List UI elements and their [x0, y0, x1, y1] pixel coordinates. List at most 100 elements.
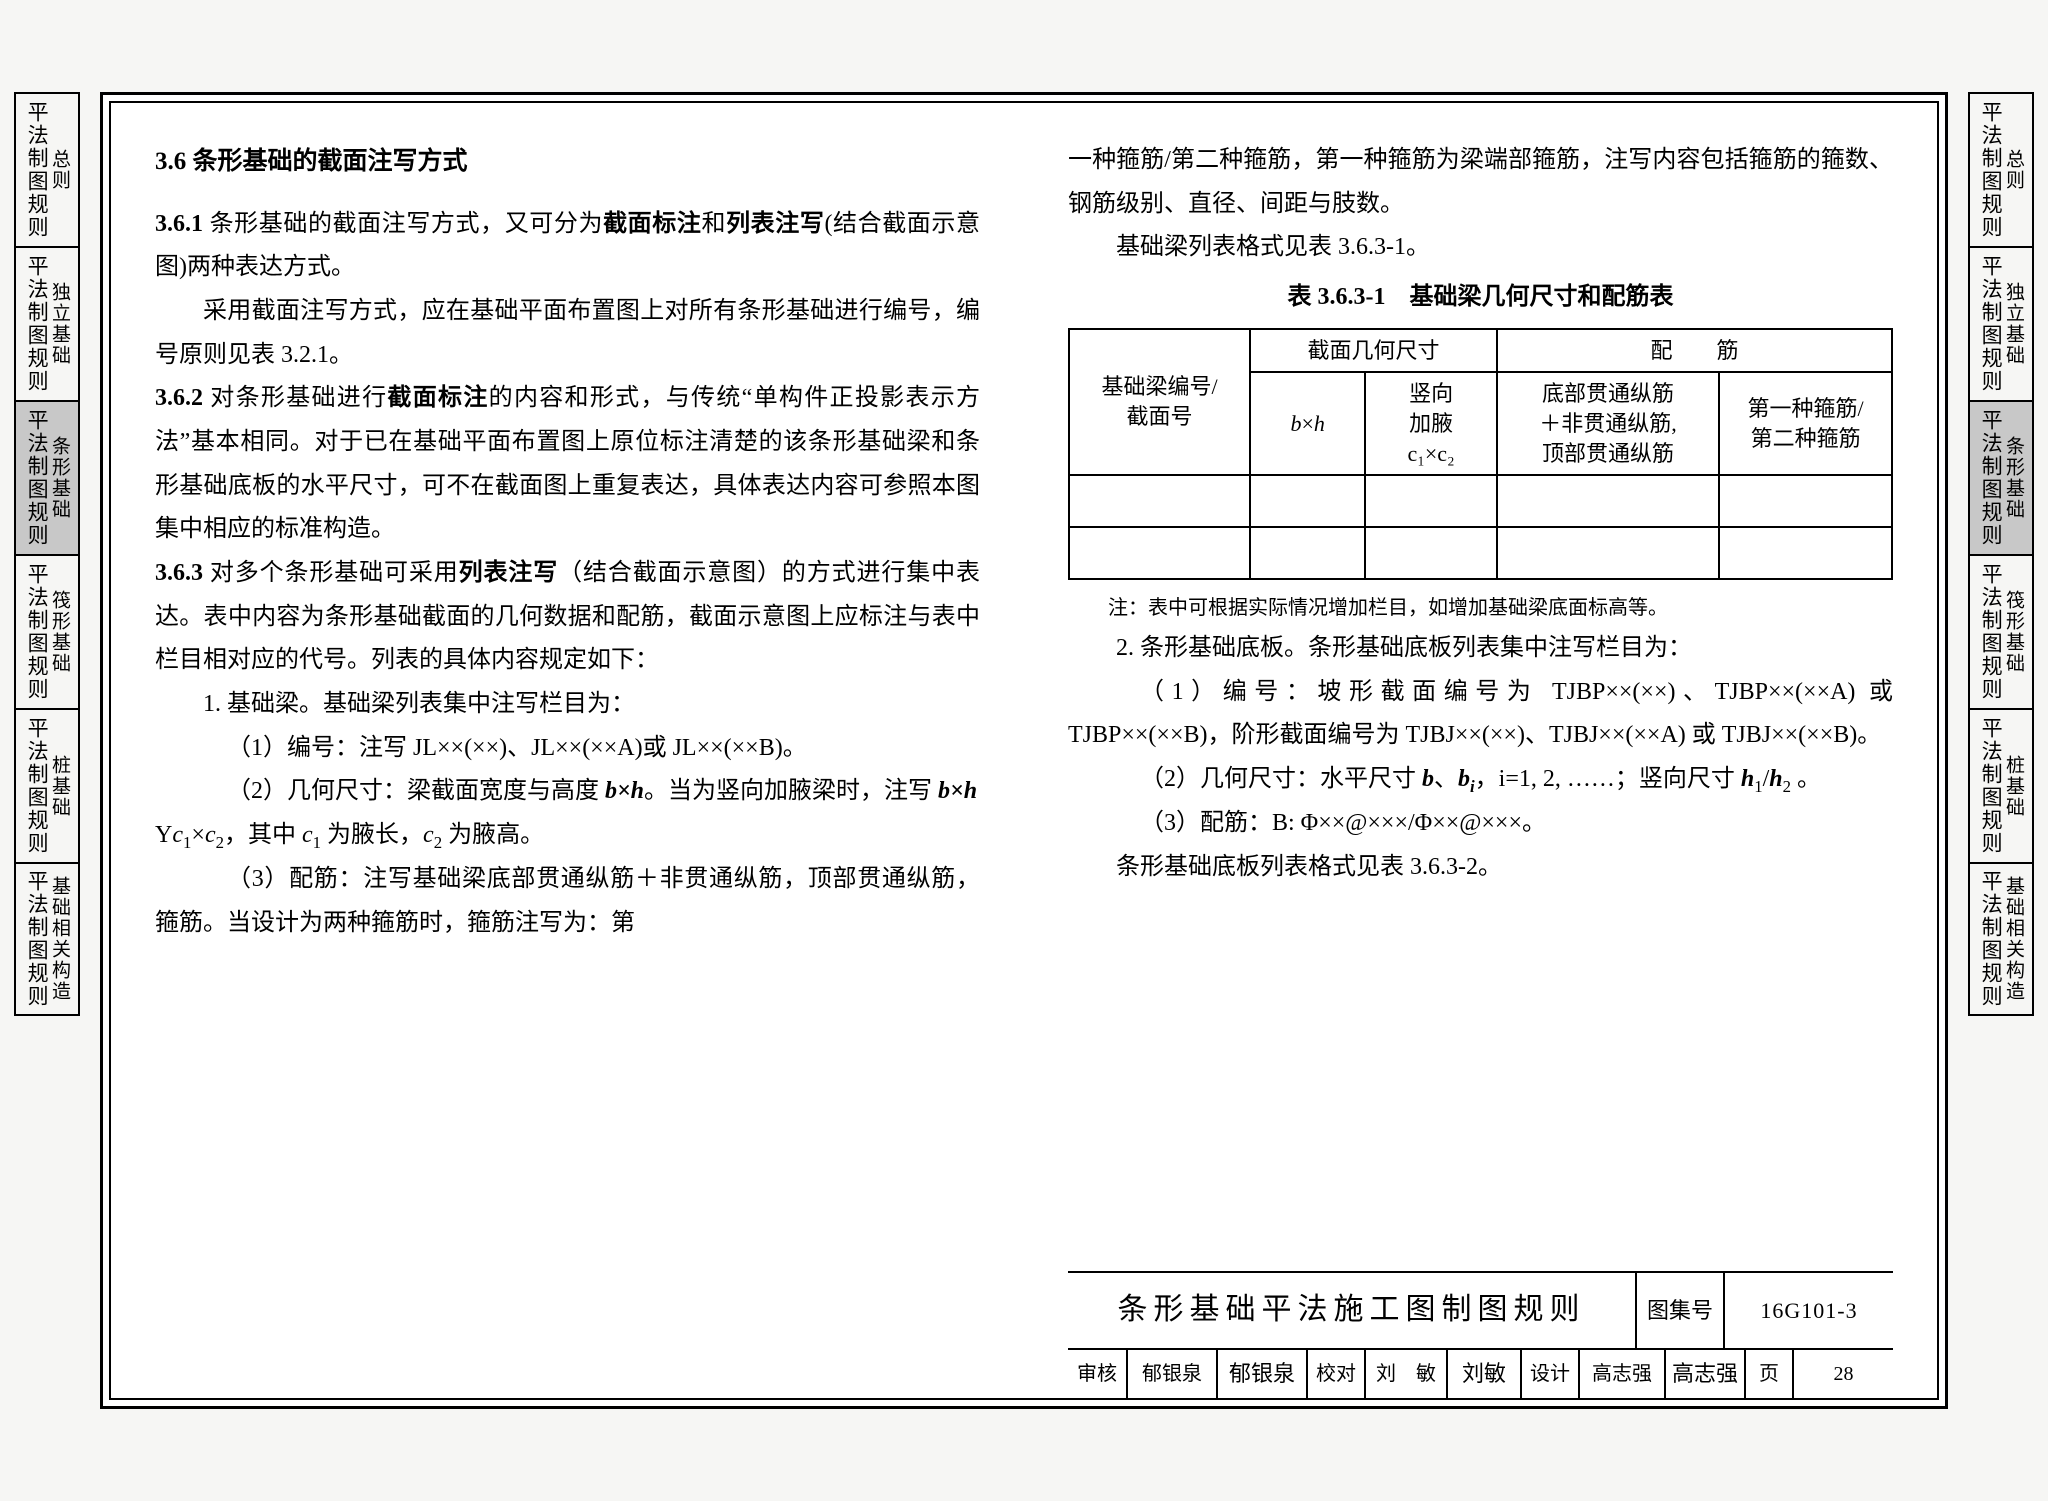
tab-桩基础[interactable]: 平法制图规则桩基础 [14, 708, 80, 862]
tabs-left: 平法制图规则总则平法制图规则独立基础平法制图规则条形基础平法制图规则筏形基础平法… [14, 92, 80, 1016]
th-long: 底部贯通纵筋＋非贯通纵筋,顶部贯通纵筋 [1497, 372, 1719, 475]
tab-label-rule: 平法制图规则 [1979, 248, 2002, 400]
col-left: 3.6 条形基础的截面注写方式 3.6.1 条形基础的截面注写方式，又可分为截面… [111, 103, 1024, 1398]
tab-label-section: 独立基础 [2002, 248, 2023, 400]
b2: 列表注写 [726, 211, 824, 237]
li-1: 1. 基础梁。基础梁列表集中注写栏目为： [155, 683, 980, 727]
h2: h [1769, 766, 1782, 792]
para-see: 基础梁列表格式见表 3.6.3-1。 [1068, 226, 1893, 270]
t: （2）几何尺寸：梁截面宽度与高度 [227, 778, 605, 804]
tab-基础相关构造[interactable]: 平法制图规则基础相关构造 [14, 862, 80, 1016]
tab-label-section: 桩基础 [48, 710, 69, 862]
tab-筏形基础[interactable]: 平法制图规则筏形基础 [14, 554, 80, 708]
sig3: 高志强 [1664, 1350, 1744, 1398]
tabs-right: 平法制图规则总则平法制图规则独立基础平法制图规则条形基础平法制图规则筏形基础平法… [1968, 92, 2034, 1016]
th-rowcol: 基础梁编号/截面号 [1069, 329, 1250, 476]
t: 对多个条形基础可采用 [203, 560, 459, 586]
li-1-1: （1）编号：注写 JL××(××)、JL××(××A)或 JL××(××B)。 [155, 727, 980, 771]
tab-label-rule: 平法制图规则 [1979, 94, 2002, 246]
tab-label-rule: 平法制图规则 [1979, 710, 2002, 862]
b: b [1422, 766, 1434, 792]
tab-条形基础[interactable]: 平法制图规则条形基础 [14, 400, 80, 554]
v3: 高志强 [1578, 1350, 1664, 1398]
col-right-body: 一种箍筋/第二种箍筋，第一种箍筋为梁端部箍筋，注写内容包括箍筋的箍数、钢筋级别、… [1068, 139, 1893, 1271]
t: 。当为竖向加腋梁时，注写 [644, 778, 938, 804]
page-root: 平法制图规则总则平法制图规则独立基础平法制图规则条形基础平法制图规则筏形基础平法… [0, 0, 2048, 1501]
li-1-3: （3）配筋：注写基础梁底部贯通纵筋＋非贯通纵筋，顶部贯通纵筋，箍筋。当设计为两种… [155, 858, 980, 945]
sheet-frame: 3.6 条形基础的截面注写方式 3.6.1 条形基础的截面注写方式，又可分为截面… [100, 92, 1948, 1409]
c2: c [205, 822, 216, 848]
th-stir: 第一种箍筋/第二种箍筋 [1719, 372, 1892, 475]
b1: 截面标注 [603, 211, 701, 237]
tab-label-rule: 平法制图规则 [25, 248, 48, 400]
th-bh: b×h [1250, 372, 1365, 475]
title-block: 条形基础平法施工图制图规则 图集号 16G101-3 审核 郁银泉 郁银泉 校对… [1068, 1271, 1893, 1398]
tab-label-rule: 平法制图规则 [25, 864, 48, 1014]
th-rebar: 配 筋 [1497, 329, 1892, 373]
tab-总则[interactable]: 平法制图规则总则 [14, 92, 80, 246]
set-label: 图集号 [1635, 1273, 1723, 1348]
table-title: 表 3.6.3-1 基础梁几何尺寸和配筋表 [1068, 276, 1893, 320]
c2b: c [423, 822, 434, 848]
bxh2: b×h [938, 778, 977, 804]
tab-基础相关构造[interactable]: 平法制图规则基础相关构造 [1968, 862, 2034, 1016]
page-number: 28 [1792, 1350, 1893, 1398]
t: ，i=1, 2, ……；竖向尺寸 [1475, 766, 1741, 792]
tab-label-section: 总则 [2002, 94, 2023, 246]
para-3-6-1b: 采用截面注写方式，应在基础平面布置图上对所有条形基础进行编号，编号原则见表 3.… [155, 290, 980, 377]
heading-3-6: 3.6 条形基础的截面注写方式 [155, 139, 980, 185]
t: 条形基础的截面注写方式，又可分为 [203, 211, 603, 237]
k1: 审核 [1068, 1350, 1126, 1398]
set-number: 16G101-3 [1723, 1273, 1893, 1348]
tab-label-section: 筏形基础 [2002, 556, 2023, 708]
t: 对条形基础进行 [203, 385, 387, 411]
tab-label-rule: 平法制图规则 [1979, 402, 2002, 554]
titleblock-row2: 审核 郁银泉 郁银泉 校对 刘 敏 刘敏 设计 高志强 高志强 页 28 [1068, 1350, 1893, 1398]
v1: 郁银泉 [1126, 1350, 1216, 1398]
t: 和 [701, 211, 726, 237]
sheet-inner: 3.6 条形基础的截面注写方式 3.6.1 条形基础的截面注写方式，又可分为截面… [109, 101, 1939, 1400]
li-2-1: （1）编号：坡形截面编号为 TJBP××(××)、TJBP××(××A) 或 T… [1068, 671, 1893, 758]
num-3-6-3: 3.6.3 [155, 560, 203, 586]
li-1-2: （2）几何尺寸：梁截面宽度与高度 b×h。当为竖向加腋梁时，注写 b×h Yc1… [155, 770, 980, 858]
h12: h [1741, 766, 1754, 792]
tab-label-rule: 平法制图规则 [25, 710, 48, 862]
tab-label-rule: 平法制图规则 [1979, 864, 2002, 1014]
tab-总则[interactable]: 平法制图规则总则 [1968, 92, 2034, 246]
tab-筏形基础[interactable]: 平法制图规则筏形基础 [1968, 554, 2034, 708]
para-cont: 一种箍筋/第二种箍筋，第一种箍筋为梁端部箍筋，注写内容包括箍筋的箍数、钢筋级别、… [1068, 139, 1893, 226]
li-2: 2. 条形基础底板。条形基础底板列表集中注写栏目为： [1068, 627, 1893, 671]
bxh: b×h [605, 778, 644, 804]
cell [1069, 527, 1250, 579]
t: 为腋长， [321, 822, 423, 848]
num-3-6-1: 3.6.1 [155, 211, 203, 237]
tab-label-rule: 平法制图规则 [25, 94, 48, 246]
c1: c [172, 822, 183, 848]
t: 。 [1791, 766, 1821, 792]
b: 截面标注 [387, 385, 488, 411]
tab-条形基础[interactable]: 平法制图规则条形基础 [1968, 400, 2034, 554]
k2: 校对 [1306, 1350, 1364, 1398]
tab-label-section: 总则 [48, 94, 69, 246]
tab-label-section: 基础相关构造 [48, 864, 69, 1014]
th-yx: 竖向加腋c₁×c₂ [1365, 372, 1497, 475]
table-note: 注：表中可根据实际情况增加栏目，如增加基础梁底面标高等。 [1068, 590, 1893, 626]
tab-独立基础[interactable]: 平法制图规则独立基础 [14, 246, 80, 400]
page-inner: 平法制图规则总则平法制图规则独立基础平法制图规则条形基础平法制图规则筏形基础平法… [0, 0, 2048, 1501]
table-3-6-3-1: 基础梁编号/截面号 截面几何尺寸 配 筋 b×h 竖向加腋c₁×c₂ 底部贯通纵… [1068, 328, 1893, 581]
li-2-see: 条形基础底板列表格式见表 3.6.3-2。 [1068, 846, 1893, 890]
tab-label-rule: 平法制图规则 [1979, 556, 2002, 708]
li-2-2: （2）几何尺寸：水平尺寸 b、bi，i=1, 2, ……；竖向尺寸 h1/h2 … [1068, 758, 1893, 802]
tab-label-section: 条形基础 [48, 402, 69, 554]
titleblock-row1: 条形基础平法施工图制图规则 图集号 16G101-3 [1068, 1273, 1893, 1350]
tab-独立基础[interactable]: 平法制图规则独立基础 [1968, 246, 2034, 400]
sig2: 刘敏 [1446, 1350, 1520, 1398]
tab-桩基础[interactable]: 平法制图规则桩基础 [1968, 708, 2034, 862]
sig1: 郁银泉 [1216, 1350, 1306, 1398]
li-2-3: （3）配筋：B: Φ××@×××/Φ××@×××。 [1068, 802, 1893, 846]
tab-label-section: 筏形基础 [48, 556, 69, 708]
para-3-6-3: 3.6.3 对多个条形基础可采用列表注写（结合截面示意图）的方式进行集中表达。表… [155, 552, 980, 683]
columns: 3.6 条形基础的截面注写方式 3.6.1 条形基础的截面注写方式，又可分为截面… [111, 103, 1937, 1398]
para-3-6-2: 3.6.2 对条形基础进行截面标注的内容和形式，与传统“单构件正投影表示方法”基… [155, 377, 980, 552]
k4: 页 [1744, 1350, 1792, 1398]
